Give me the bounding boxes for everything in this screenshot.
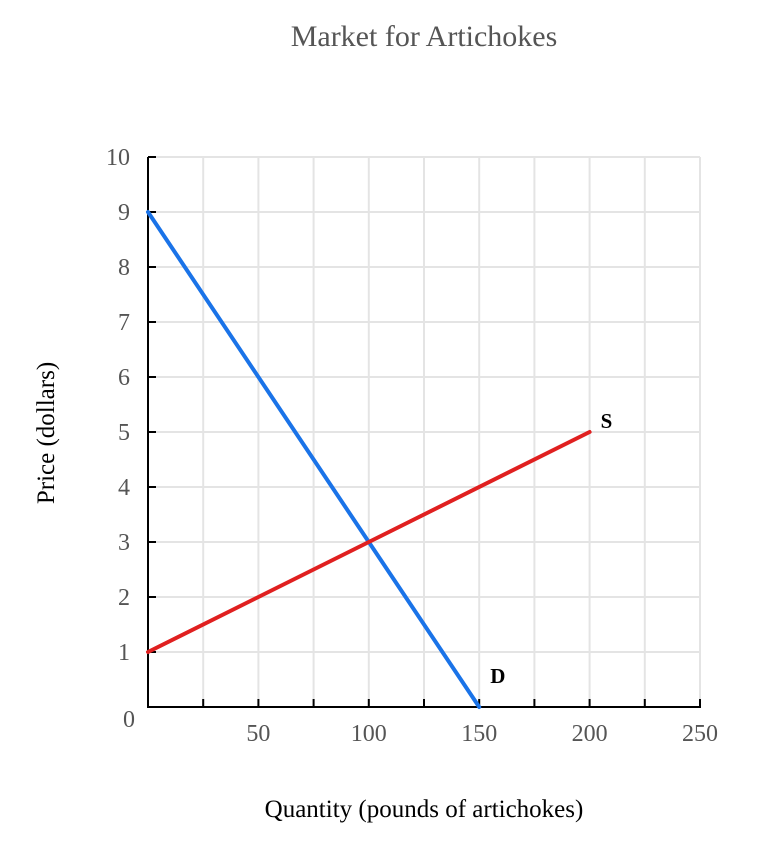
supply-label: S bbox=[601, 409, 613, 433]
series-labels: DS bbox=[490, 409, 612, 688]
y-tick-label: 7 bbox=[118, 310, 130, 336]
y-tick-label: 9 bbox=[118, 200, 130, 226]
x-tick-label: 200 bbox=[572, 721, 608, 747]
y-tick-label: 4 bbox=[118, 475, 130, 501]
x-tick-label: 50 bbox=[246, 721, 270, 747]
x-tick-label-origin: 0 bbox=[123, 707, 135, 733]
y-tick-label: 6 bbox=[118, 365, 130, 391]
x-tick-label: 150 bbox=[461, 721, 497, 747]
y-tick-label: 5 bbox=[118, 420, 130, 446]
y-tick-label: 1 bbox=[118, 640, 130, 666]
y-tick-label: 10 bbox=[106, 145, 130, 171]
series-lines bbox=[146, 210, 592, 709]
y-axis-label: Price (dollars) bbox=[33, 362, 60, 504]
y-tick-label: 3 bbox=[118, 530, 130, 556]
x-tick-label: 100 bbox=[351, 721, 387, 747]
y-tick-label: 8 bbox=[118, 255, 130, 281]
demand-label: D bbox=[490, 664, 505, 688]
chart-title: Market for Artichokes bbox=[291, 20, 558, 53]
grid bbox=[148, 156, 701, 707]
supply-line bbox=[146, 430, 592, 654]
x-axis-label: Quantity (pounds of artichokes) bbox=[265, 796, 584, 823]
demand-line bbox=[146, 210, 482, 709]
ticks: 50 100 150 200 250 0 1 2 3 4 5 6 7 8 9 10 bbox=[106, 145, 718, 747]
x-tick-label: 250 bbox=[682, 721, 718, 747]
y-tick-label: 2 bbox=[118, 585, 130, 611]
